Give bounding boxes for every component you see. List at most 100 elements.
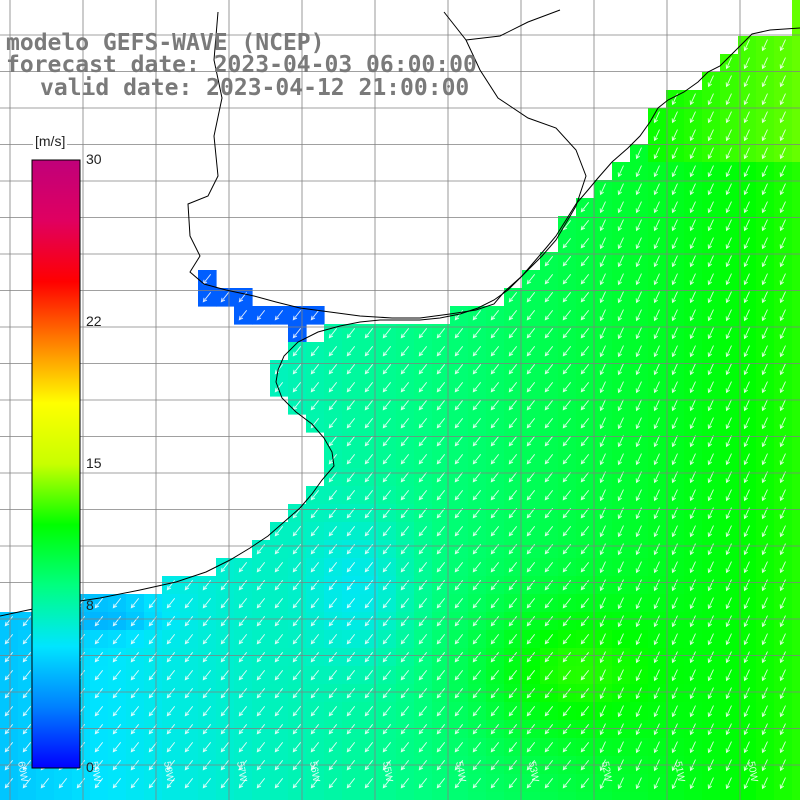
wind-arrow xyxy=(148,706,158,717)
wind-arrow xyxy=(779,147,786,160)
wind-arrow xyxy=(562,706,572,717)
wind-arrow xyxy=(400,490,410,501)
wind-arrow xyxy=(436,778,446,789)
wind-arrow xyxy=(653,327,660,340)
wind-arrow xyxy=(779,381,786,394)
wind-cell xyxy=(612,792,631,800)
wind-arrow xyxy=(436,724,446,735)
longitude-label: 50W xyxy=(745,761,760,784)
wind-cell xyxy=(594,792,613,800)
wind-arrow xyxy=(526,562,536,573)
wind-arrow xyxy=(346,418,356,429)
wind-arrow xyxy=(725,147,732,160)
wind-arrow xyxy=(599,255,606,268)
wind-cell xyxy=(522,792,541,800)
longitude-label: 53W xyxy=(526,761,541,784)
wind-arrow xyxy=(635,147,642,160)
wind-arrow xyxy=(653,183,660,196)
wind-arrow xyxy=(508,310,518,321)
wind-arrow xyxy=(725,219,732,232)
wind-arrow xyxy=(725,417,732,430)
wind-arrow xyxy=(635,219,642,232)
wind-arrow xyxy=(490,364,500,375)
wind-arrow xyxy=(328,742,338,753)
wind-arrow xyxy=(238,670,248,681)
wind-arrow xyxy=(130,652,140,663)
wind-arrow xyxy=(184,598,194,609)
wind-arrow xyxy=(544,724,554,735)
wind-arrow xyxy=(779,579,786,592)
wind-arrow xyxy=(364,652,374,663)
wind-arrow xyxy=(671,723,678,736)
wind-arrow xyxy=(490,580,500,591)
wind-arrow xyxy=(346,724,356,735)
wind-arrow xyxy=(617,453,624,466)
wind-arrow xyxy=(436,418,446,429)
wind-arrow xyxy=(725,453,732,466)
wind-arrow xyxy=(653,381,660,394)
wind-arrow xyxy=(671,129,678,142)
wind-arrow xyxy=(256,616,266,627)
wind-arrow xyxy=(689,147,696,160)
wind-arrow xyxy=(653,561,660,574)
wind-arrow xyxy=(653,147,660,160)
wind-arrow xyxy=(490,562,500,573)
wind-arrow xyxy=(472,616,482,627)
wind-cell xyxy=(0,792,19,800)
wind-arrow xyxy=(544,580,554,591)
wind-arrow xyxy=(328,418,338,429)
wind-cell xyxy=(792,684,800,703)
wind-arrow xyxy=(689,165,696,178)
wind-arrow xyxy=(454,454,464,465)
wind-arrow xyxy=(364,490,374,501)
wind-arrow xyxy=(508,526,518,537)
wind-arrow xyxy=(130,598,140,609)
wind-arrow xyxy=(725,273,732,286)
wind-arrow xyxy=(508,472,518,483)
wind-arrow xyxy=(364,778,374,789)
wind-arrow xyxy=(580,688,590,699)
colorbar-tick-30: 30 xyxy=(86,151,102,167)
wind-arrow xyxy=(418,706,428,717)
wind-arrow xyxy=(580,634,590,645)
longitude-label: 56W xyxy=(307,761,322,784)
wind-arrow xyxy=(671,651,678,664)
wind-arrow xyxy=(346,598,356,609)
wind-arrow xyxy=(580,490,590,501)
wind-arrow xyxy=(292,526,302,537)
wind-arrow xyxy=(544,688,554,699)
wind-arrow xyxy=(562,292,572,303)
wind-arrow xyxy=(292,778,302,789)
wind-arrow xyxy=(779,183,786,196)
wind-arrow xyxy=(166,616,176,627)
wind-arrow xyxy=(725,399,732,412)
wind-arrow xyxy=(653,363,660,376)
wind-arrow xyxy=(544,400,554,411)
wind-arrow xyxy=(238,724,248,735)
wind-arrow xyxy=(400,328,410,339)
wind-cell xyxy=(270,792,289,800)
wind-arrow xyxy=(707,291,714,304)
wind-arrow xyxy=(382,634,392,645)
wind-arrow xyxy=(761,57,768,70)
wind-arrow xyxy=(562,598,572,609)
wind-arrow xyxy=(436,562,446,573)
longitude-label: 52W xyxy=(599,761,614,784)
wind-arrow xyxy=(184,616,194,627)
wind-arrow xyxy=(743,129,750,142)
wind-arrow xyxy=(635,453,642,466)
wind-arrow xyxy=(562,472,572,483)
wind-arrow xyxy=(526,724,536,735)
wind-arrow xyxy=(382,706,392,717)
wind-arrow xyxy=(112,634,122,645)
wind-arrow xyxy=(617,705,624,718)
wind-arrow xyxy=(671,237,678,250)
wind-arrow xyxy=(472,742,482,753)
wind-arrow xyxy=(418,724,428,735)
wind-arrow xyxy=(364,364,374,375)
wind-arrow xyxy=(274,652,284,663)
wind-arrow xyxy=(707,705,714,718)
wind-arrow xyxy=(310,742,320,753)
wind-arrow xyxy=(635,327,642,340)
